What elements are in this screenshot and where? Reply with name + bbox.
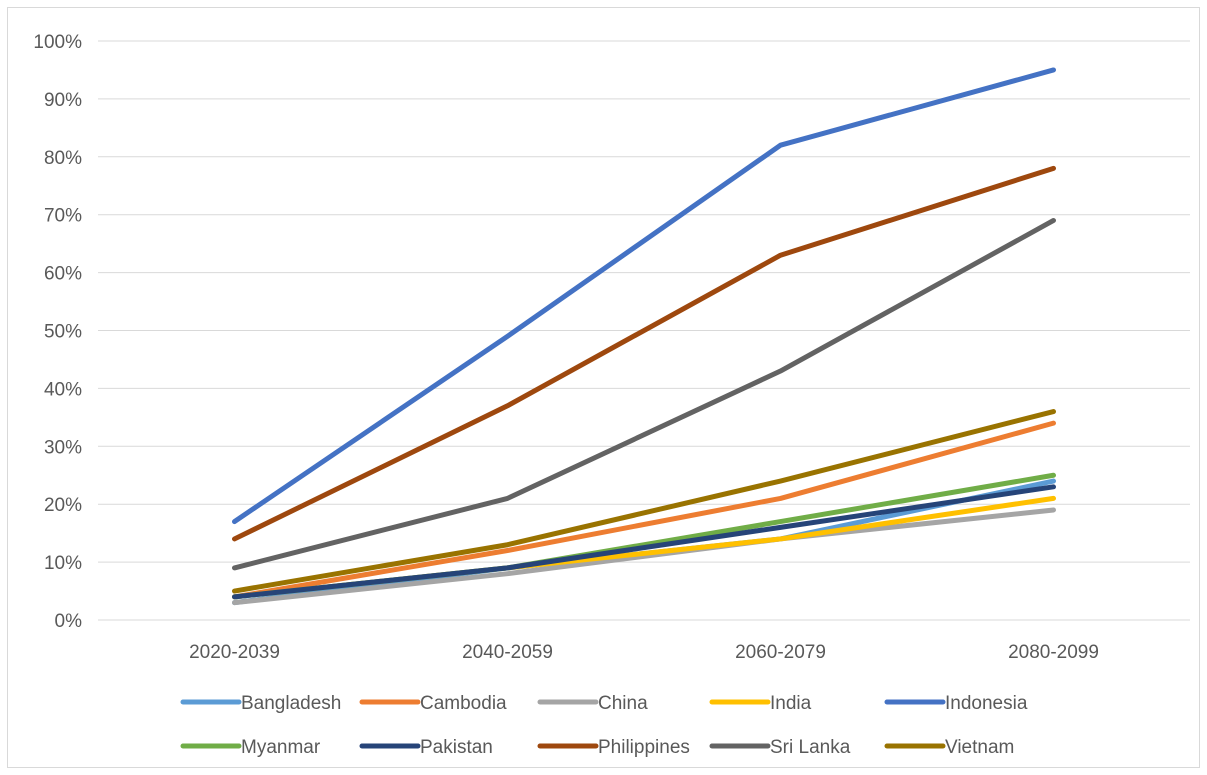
legend-label: Pakistan: [420, 737, 493, 758]
x-tick-label: 2060-2079: [735, 642, 826, 663]
series-line-pakistan: [232, 484, 1056, 600]
gridlines: [98, 40, 1190, 621]
legend-item: Indonesia: [884, 693, 1028, 714]
legend-label: India: [770, 693, 812, 714]
legend-item: Bangladesh: [180, 693, 341, 714]
legend-label: Bangladesh: [241, 693, 341, 714]
legend-item: China: [537, 693, 648, 714]
y-tick-label: 100%: [33, 32, 82, 53]
legend-item: Cambodia: [359, 693, 507, 714]
legend-item: Sri Lanka: [709, 737, 851, 758]
x-tick-label: 2020-2039: [189, 642, 280, 663]
y-tick-label: 10%: [44, 553, 82, 574]
y-tick-label: 70%: [44, 206, 82, 227]
y-tick-label: 80%: [44, 148, 82, 169]
series-line-sri-lanka: [232, 217, 1056, 571]
chart-frame: [7, 7, 1200, 768]
x-tick-label: 2040-2059: [462, 642, 553, 663]
legend-item: India: [709, 693, 812, 714]
legend: Bangladesh Cambodia China India Indonesia Mya…: [180, 693, 1028, 758]
x-axis-labels: 2020-2039 2040-2059 2060-2079 2080-2099: [189, 642, 1099, 663]
x-tick-label: 2080-2099: [1008, 642, 1099, 663]
y-tick-label: 60%: [44, 264, 82, 285]
series-line-philippines: [232, 165, 1056, 542]
legend-label: Philippines: [598, 737, 690, 758]
legend-item: Pakistan: [359, 737, 493, 758]
y-tick-label: 30%: [44, 437, 82, 458]
series-line-vietnam: [232, 409, 1056, 594]
legend-label: Myanmar: [241, 737, 321, 758]
y-tick-label: 90%: [44, 90, 82, 111]
y-tick-label: 0%: [55, 611, 83, 632]
y-tick-label: 40%: [44, 379, 82, 400]
legend-label: Vietnam: [945, 737, 1014, 758]
legend-label: Indonesia: [945, 693, 1028, 714]
series-lines: [232, 67, 1056, 606]
series-line-cambodia: [232, 420, 1056, 600]
legend-label: Cambodia: [420, 693, 507, 714]
y-tick-label: 20%: [44, 495, 82, 516]
series-line-indonesia: [232, 67, 1056, 525]
legend-item: Myanmar: [180, 737, 321, 758]
y-axis-labels: 0% 10% 20% 30% 40% 50% 60% 70% 80% 90% 100%: [33, 32, 82, 632]
legend-label: Sri Lanka: [770, 737, 851, 758]
y-tick-label: 50%: [44, 322, 82, 343]
legend-item: Vietnam: [884, 737, 1014, 758]
legend-label: China: [598, 693, 648, 714]
legend-item: Philippines: [537, 737, 690, 758]
series-line-china: [232, 507, 1056, 606]
